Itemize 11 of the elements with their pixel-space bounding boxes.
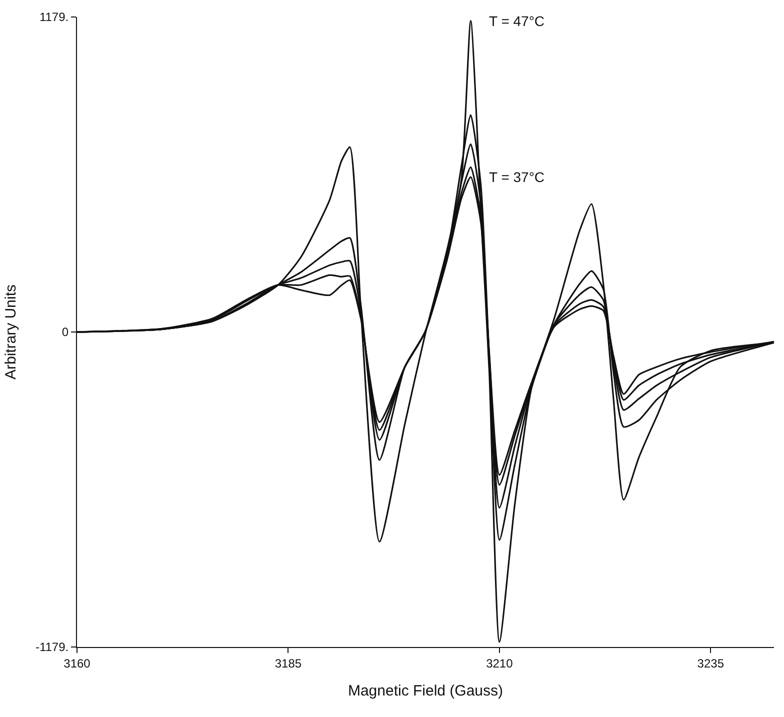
y-tick-label: -1179.: [35, 640, 69, 654]
x-tick-label: 3235: [697, 656, 724, 670]
y-tick-label: 1179.: [39, 10, 69, 24]
x-tick-label: 3185: [274, 656, 302, 670]
y-tick-label: 0: [62, 325, 69, 340]
x-axis-title: Magnetic Field (Gauss): [348, 682, 504, 700]
x-tick-label: 3160: [64, 656, 91, 670]
x-tick-label: 3210: [486, 656, 514, 670]
y-axis-title: Arbitrary Units: [2, 284, 20, 380]
annotation: T = 37°C: [489, 169, 545, 185]
annotation: T = 47°C: [489, 13, 545, 29]
